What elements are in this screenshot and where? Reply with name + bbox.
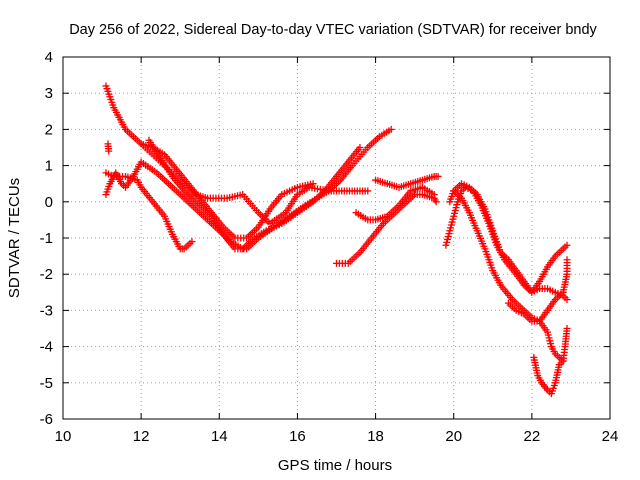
x-tick-label: 16 xyxy=(289,428,306,445)
y-axis-label: SDTVAR / TECUs xyxy=(6,178,23,298)
series-track-6 xyxy=(145,125,395,253)
y-tick-label: -4 xyxy=(40,339,53,356)
data-point xyxy=(434,172,442,180)
x-tick-label: 24 xyxy=(602,428,619,445)
y-tick-label: -5 xyxy=(40,375,53,392)
data-point xyxy=(563,325,571,332)
series-track-1 xyxy=(102,82,372,228)
y-tick-label: 1 xyxy=(45,158,53,175)
data-point xyxy=(432,198,440,206)
series-track-11 xyxy=(446,187,571,325)
data-markers xyxy=(102,82,571,398)
x-tick-label: 20 xyxy=(445,428,462,445)
data-point xyxy=(563,256,571,264)
series-track-12 xyxy=(450,180,571,304)
data-point xyxy=(356,144,364,151)
y-tick-label: 0 xyxy=(45,194,53,211)
data-point xyxy=(364,187,372,195)
data-point xyxy=(563,241,571,249)
series-track-2 xyxy=(104,140,113,155)
x-tick-label: 18 xyxy=(367,428,384,445)
y-tick-label: 3 xyxy=(45,85,53,102)
data-point xyxy=(559,357,567,365)
data-point xyxy=(105,147,113,155)
plot-frame xyxy=(62,56,611,420)
data-point xyxy=(188,238,196,246)
y-tick-label: -3 xyxy=(40,302,53,319)
series-track-13 xyxy=(504,299,571,365)
series-track-9 xyxy=(372,172,442,191)
y-tick-label: 2 xyxy=(45,121,53,138)
x-tick-label: 12 xyxy=(133,428,150,445)
series-track-5 xyxy=(137,140,317,242)
chart-title: Day 256 of 2022, Sidereal Day-to-day VTE… xyxy=(69,22,597,38)
data-point xyxy=(563,296,571,304)
y-tick-label: -1 xyxy=(40,230,53,247)
x-tick-label: 10 xyxy=(55,428,72,445)
y-tick-label: -2 xyxy=(40,266,53,283)
x-tick-label: 14 xyxy=(211,428,228,445)
x-tick-label: 22 xyxy=(524,428,541,445)
series-track-14 xyxy=(530,353,567,398)
series-track-8 xyxy=(352,183,438,224)
grid-lines xyxy=(63,57,610,419)
data-point xyxy=(387,125,395,133)
data-point xyxy=(309,180,317,188)
series-track-7 xyxy=(333,191,440,267)
data-point xyxy=(430,191,438,199)
y-tick-label: -6 xyxy=(40,411,53,428)
y-tick-label: 4 xyxy=(45,49,53,66)
x-axis-label: GPS time / hours xyxy=(278,457,392,474)
